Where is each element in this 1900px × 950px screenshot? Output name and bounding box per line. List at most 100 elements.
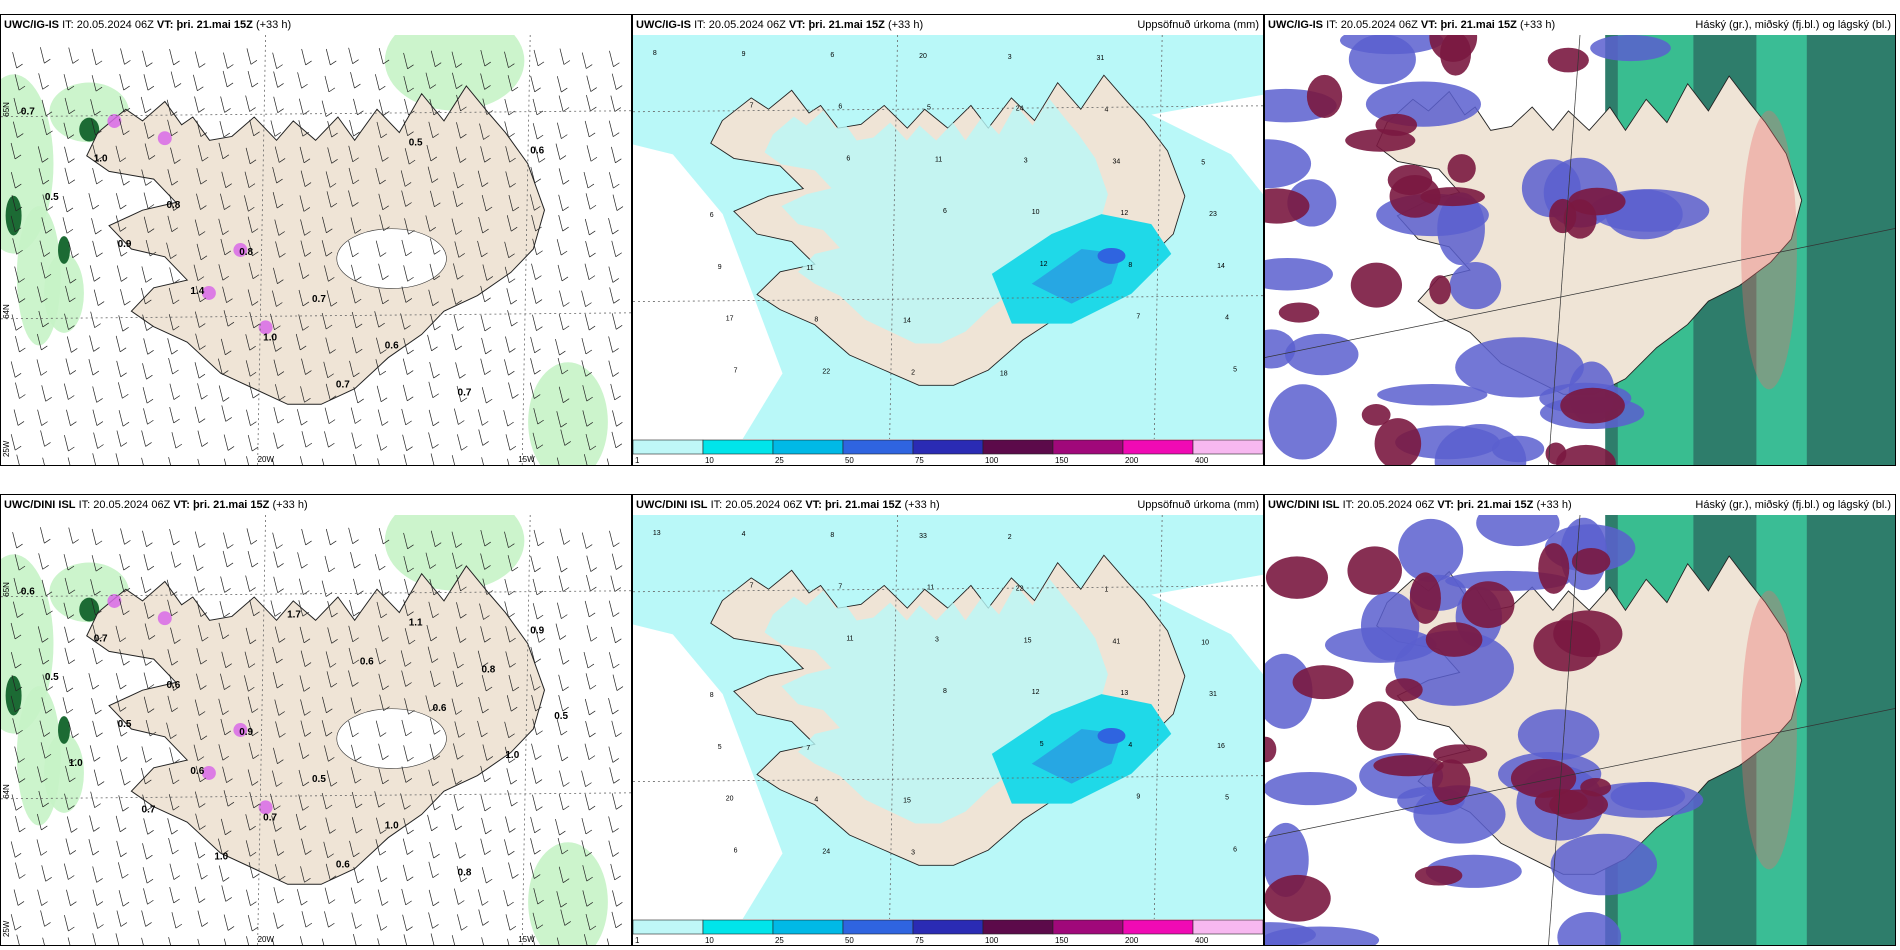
- wind-barb: [556, 457, 560, 465]
- wind-barb: [247, 71, 259, 88]
- cloud-map-svg: [1265, 35, 1895, 465]
- dry-area: [633, 624, 783, 919]
- low-cloud-patch: [1571, 548, 1611, 575]
- mid-cloud-patch: [1265, 257, 1333, 291]
- wind-barb: [533, 529, 545, 547]
- wind-barb: [429, 98, 440, 116]
- wind-barb: [142, 530, 153, 547]
- colorbar-tick-label: 75: [915, 456, 924, 465]
- wind-barb: [586, 574, 597, 592]
- wind-barb: [349, 120, 360, 137]
- panel-header: UWC/DINI ISL IT: 20.05.2024 06Z VT: þri.…: [1265, 495, 1895, 515]
- wind-barb: [118, 890, 130, 907]
- wind-barb: [400, 650, 412, 667]
- wind-barb: [38, 790, 49, 808]
- wind-barb: [375, 554, 386, 571]
- wind-barb: [40, 430, 51, 447]
- wind-barb: [143, 192, 155, 209]
- wind-barb: [248, 862, 260, 879]
- wind-barb: [374, 791, 385, 808]
- colorbar-segment: [772, 919, 844, 935]
- wind-barb: [119, 649, 130, 666]
- wind-barb: [38, 168, 50, 185]
- wind-barb: [453, 314, 465, 331]
- wind-area: [528, 842, 608, 945]
- wind-barb: [91, 218, 102, 235]
- wind-barb: [404, 148, 416, 165]
- latitude-label: 64N: [2, 784, 11, 799]
- colorbar-tick-label: 10: [705, 936, 714, 945]
- wind-barb: [321, 938, 325, 945]
- wind-barb: [12, 52, 23, 69]
- vt-value: þri. 21.mai 15Z: [192, 499, 270, 511]
- latitude-label: 65N: [2, 102, 11, 117]
- gust-label: 0.5: [409, 137, 423, 148]
- mid-cloud-patch: [1610, 781, 1686, 811]
- longitude-label: 15W: [518, 455, 535, 464]
- precip-map-svg: 8766127596111084765312141722202434239823…: [633, 35, 1263, 439]
- wind-barb: [451, 51, 463, 68]
- wind-barb: [15, 862, 26, 879]
- wind-barb: [455, 362, 466, 379]
- model-name: UWC/DINI ISL: [4, 499, 76, 511]
- wind-barb: [245, 147, 257, 165]
- wind-barb: [529, 194, 541, 211]
- wind-barb: [378, 145, 389, 162]
- precip-heavy: [1031, 248, 1122, 304]
- wind-barb: [584, 218, 596, 236]
- wind-barb: [248, 262, 260, 280]
- wind-barb: [480, 765, 491, 783]
- wind-barb: [247, 769, 259, 786]
- wind-barb: [168, 937, 171, 945]
- wind-barb: [478, 217, 489, 234]
- wind-barb: [610, 575, 621, 592]
- wind-barb: [556, 891, 567, 908]
- cloud-map: [1265, 35, 1895, 465]
- wind-barb: [197, 145, 209, 162]
- wind-barb: [506, 695, 518, 712]
- vt-value: þri. 21.mai 15Z: [824, 499, 902, 511]
- wind-barb: [66, 409, 77, 426]
- wind-barb: [401, 670, 412, 687]
- gust-label: 0.7: [21, 107, 35, 118]
- wind-barb: [15, 382, 26, 399]
- wind-barb: [246, 48, 258, 65]
- wind-barb: [376, 817, 387, 834]
- wind-barb: [195, 333, 206, 350]
- precip-colorbar: 1 10 25 50 75 100 150 200 400: [633, 439, 1263, 465]
- wind-barb: [300, 866, 311, 883]
- wind-barb: [430, 933, 435, 945]
- wind-barb: [116, 430, 128, 447]
- wind-barb: [115, 933, 120, 945]
- wind-barb: [531, 287, 543, 304]
- wind-barb: [453, 888, 465, 905]
- wind-barb: [220, 96, 231, 113]
- precip-value: 20: [726, 796, 734, 803]
- gust-label: 0.6: [433, 703, 447, 714]
- wind-barb: [92, 167, 103, 185]
- wind-barb: [68, 241, 79, 258]
- wind-barb: [585, 193, 597, 210]
- wind-barb: [530, 75, 541, 93]
- latitude-line: [633, 585, 1263, 593]
- wind-barb: [428, 912, 439, 929]
- wind-barb: [559, 290, 570, 307]
- wind-barb: [504, 721, 515, 739]
- wind-barb: [350, 552, 361, 569]
- wind-barb: [533, 408, 544, 425]
- wind-barb: [348, 670, 359, 687]
- iceland-land: [86, 85, 545, 405]
- wind-barb: [324, 555, 336, 573]
- longitude-line: [257, 35, 266, 465]
- longitude-label: 25W: [2, 920, 11, 937]
- precip-value: 5: [1201, 159, 1205, 166]
- wind-barb: [480, 626, 491, 643]
- wind-barb: [325, 528, 337, 546]
- wind-barb: [65, 765, 76, 783]
- wind-barb: [481, 387, 493, 404]
- wind-barb: [532, 238, 543, 256]
- wind-barb: [426, 624, 438, 642]
- wind-barb: [193, 744, 205, 761]
- wind-barb: [169, 886, 180, 904]
